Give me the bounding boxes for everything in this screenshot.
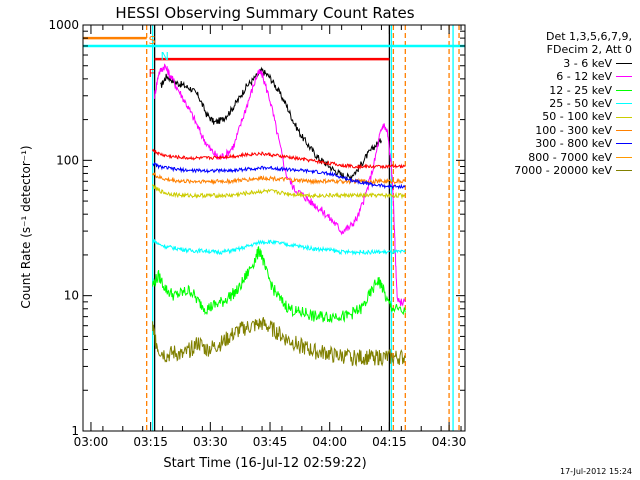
plot-area: F SN 1 10 100 1000 03:00 03:15 03:30 03:45 04:00 04… [48, 18, 466, 449]
legend-header-line-2: FDecim 2, Att 0 [546, 43, 632, 57]
legend-entry-0: 3 - 6 keV [470, 57, 632, 70]
flag-label-N: N [161, 50, 169, 63]
series-2 [152, 246, 406, 324]
legend-entry-5: 100 - 300 keV [470, 124, 632, 137]
legend-entry-1: 6 - 12 keV [470, 70, 632, 83]
x-tick-label-0: 03:00 [74, 435, 109, 449]
plot-frame [82, 24, 466, 432]
legend-label-7: 800 - 7000 keV [528, 150, 612, 164]
legend-swatch-8 [616, 170, 632, 172]
x-tick-label-5: 04:15 [372, 435, 407, 449]
legend-entries: 3 - 6 keV 6 - 12 keV 12 - 25 keV 25 - 50 ke… [470, 57, 632, 178]
chart-title: HESSI Observing Summary Count Rates [115, 4, 414, 22]
legend-swatch-2 [616, 89, 632, 91]
legend-entry-6: 300 - 800 keV [470, 137, 632, 150]
series-1 [154, 63, 406, 307]
series-4 [152, 184, 406, 200]
legend-entry-7: 800 - 7000 keV [470, 151, 632, 164]
x-axis-label: Start Time (16-Jul-12 02:59:22) [163, 456, 366, 471]
legend-entry-8: 7000 - 20000 keV [470, 164, 632, 177]
series-0 [160, 66, 382, 181]
x-tick-label-4: 04:00 [312, 435, 347, 449]
flag-label-S: S [149, 34, 156, 47]
series-5 [152, 171, 406, 186]
legend-entry-3: 25 - 50 keV [470, 97, 632, 110]
legend: Det 1,3,5,6,7,9, FDecim 2, Att 0 3 - 6 k… [470, 30, 632, 177]
legend-header-line-1: Det 1,3,5,6,7,9, [545, 30, 632, 43]
legend-label-6: 300 - 800 keV [535, 137, 612, 151]
series-3 [152, 238, 406, 256]
legend-label-4: 50 - 100 keV [542, 110, 612, 124]
legend-label-1: 6 - 12 keV [556, 70, 612, 84]
x-tick-label-2: 03:30 [193, 435, 228, 449]
y-tick-label-0: 1 [71, 424, 79, 438]
legend-label-8: 7000 - 20000 keV [514, 163, 612, 177]
legend-entry-4: 50 - 100 keV [470, 110, 632, 123]
flag-label-F: F [149, 67, 155, 80]
y-axis-label: Count Rate (s⁻¹ detector⁻¹) [19, 145, 33, 308]
x-tick-label-1: 03:15 [133, 435, 168, 449]
legend-label-2: 12 - 25 keV [549, 83, 612, 97]
legend-swatch-3 [616, 103, 632, 105]
series-red-mid [152, 148, 406, 171]
x-tick-label-3: 03:45 [253, 435, 288, 449]
y-tick-label-1: 10 [64, 289, 79, 303]
x-tick-label-6: 04:30 [432, 435, 467, 449]
legend-swatch-0 [616, 63, 632, 64]
y-tick-label-2: 100 [56, 153, 79, 167]
legend-entry-2: 12 - 25 keV [470, 84, 632, 97]
timestamp: 17-Jul-2012 15:24 [559, 467, 632, 476]
legend-swatch-4 [616, 116, 632, 118]
y-tick-label-3: 1000 [48, 18, 79, 32]
legend-swatch-6 [616, 143, 632, 145]
legend-swatch-7 [616, 156, 632, 158]
legend-label-3: 25 - 50 keV [549, 96, 612, 110]
legend-swatch-1 [616, 76, 632, 78]
series-6 [152, 162, 406, 190]
series-8 [152, 317, 406, 367]
legend-label-0: 3 - 6 keV [563, 56, 612, 70]
legend-label-5: 100 - 300 keV [535, 123, 612, 137]
legend-swatch-5 [616, 129, 632, 131]
